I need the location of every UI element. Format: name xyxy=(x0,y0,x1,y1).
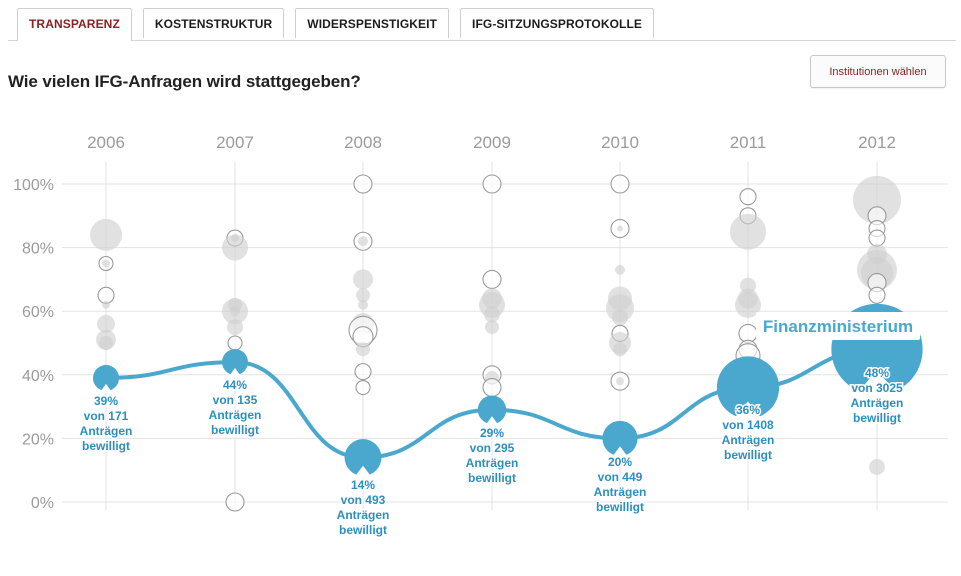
tab-transparenz[interactable]: TRANSPARENZ xyxy=(17,8,132,41)
institution-bubble xyxy=(735,291,761,318)
series-bubble xyxy=(344,439,382,476)
institution-bubble xyxy=(612,309,628,326)
institution-bubble xyxy=(90,218,122,251)
x-tick-label: 2006 xyxy=(87,133,125,152)
institution-bubble xyxy=(615,264,625,275)
tab-ifg-sitzungsprotokolle[interactable]: IFG-SITZUNGSPROTOKOLLE xyxy=(460,8,654,38)
institution-bubble xyxy=(616,377,624,386)
institution-bubble xyxy=(358,236,368,247)
y-tick-label: 20% xyxy=(22,431,54,448)
bubble-notch xyxy=(353,465,373,478)
institution-bubble xyxy=(617,225,623,232)
series-bubble xyxy=(222,349,248,376)
institution-bubble xyxy=(353,269,373,290)
institution-bubble xyxy=(613,342,627,357)
data-label: 39% von 171 Anträgen bewilligt xyxy=(80,394,133,453)
institution-bubble xyxy=(868,229,886,247)
tab-bar: TRANSPARENZ KOSTENSTRUKTUR WIDERSPENSTIG… xyxy=(8,8,956,41)
institution-bubble xyxy=(355,379,371,396)
tab-kostenstruktur[interactable]: KOSTENSTRUKTUR xyxy=(142,8,285,38)
institution-bubble xyxy=(353,174,373,194)
institution-bubble xyxy=(102,259,110,268)
bubble-notch xyxy=(611,446,629,458)
institution-bubble xyxy=(485,320,499,335)
bubble-notch xyxy=(99,383,113,393)
data-label: 44% von 135 Anträgen bewilligt xyxy=(209,378,262,437)
institution-bubble xyxy=(227,319,243,336)
data-label: 14% von 493 Anträgen bewilligt xyxy=(337,478,390,537)
institution-bubble xyxy=(738,323,758,344)
series-bubble xyxy=(716,356,780,419)
x-tick-label: 2007 xyxy=(216,133,254,152)
institution-bubble xyxy=(102,300,110,309)
institution-bubble xyxy=(868,286,886,304)
institution-bubble xyxy=(356,288,370,303)
bubble-notch xyxy=(854,369,900,398)
select-institutions-button[interactable]: Institutionen wählen xyxy=(810,55,946,88)
series-bubble xyxy=(477,395,507,425)
data-label: 36% von 1408 Anträgen bewilligt xyxy=(722,403,775,462)
bubble-notch xyxy=(732,401,764,421)
tab-widerspenstigkeit[interactable]: WIDERSPENSTIGKEIT xyxy=(295,8,450,38)
institution-bubble xyxy=(482,269,502,289)
y-tick-label: 0% xyxy=(31,495,54,512)
x-tick-label: 2011 xyxy=(730,133,767,152)
x-tick-label: 2009 xyxy=(473,133,511,152)
institution-bubble xyxy=(853,175,901,224)
highlight-label-box xyxy=(756,312,920,340)
institution-bubble xyxy=(739,188,757,206)
y-tick-label: 80% xyxy=(22,241,54,258)
institution-bubble xyxy=(484,306,500,323)
data-label: 48% von 3025 Anträgen bewilligt xyxy=(851,366,904,425)
institution-bubble xyxy=(225,492,245,512)
institution-bubble xyxy=(230,306,240,317)
institution-bubble xyxy=(356,342,370,357)
institution-bubble xyxy=(354,363,372,381)
institution-bubble xyxy=(610,174,630,194)
institution-bubble xyxy=(222,234,248,261)
data-label: 20% von 449 Anträgen bewilligt xyxy=(594,455,647,514)
highlight-institution-label: Finanzministerium xyxy=(763,317,913,336)
bubble-notch xyxy=(228,367,242,378)
x-tick-label: 2010 xyxy=(601,133,639,152)
institution-bubble xyxy=(482,174,502,194)
y-tick-label: 40% xyxy=(22,368,54,385)
y-tick-label: 100% xyxy=(13,177,54,194)
institution-bubble xyxy=(97,314,115,333)
y-tick-label: 60% xyxy=(22,304,54,321)
series-bubble xyxy=(602,420,638,456)
institution-bubble xyxy=(99,336,113,350)
bubble-notch xyxy=(484,416,500,427)
x-tick-label: 2012 xyxy=(858,133,896,152)
institution-bubble xyxy=(358,299,368,310)
institution-bubble xyxy=(730,213,766,250)
series-bubble xyxy=(93,364,119,391)
institution-bubble xyxy=(869,459,885,476)
data-label: 29% von 295 Anträgen bewilligt xyxy=(466,426,519,485)
page-title: Wie vielen IFG-Anfragen wird stattgegebe… xyxy=(8,72,361,91)
x-tick-label: 2008 xyxy=(344,133,382,152)
